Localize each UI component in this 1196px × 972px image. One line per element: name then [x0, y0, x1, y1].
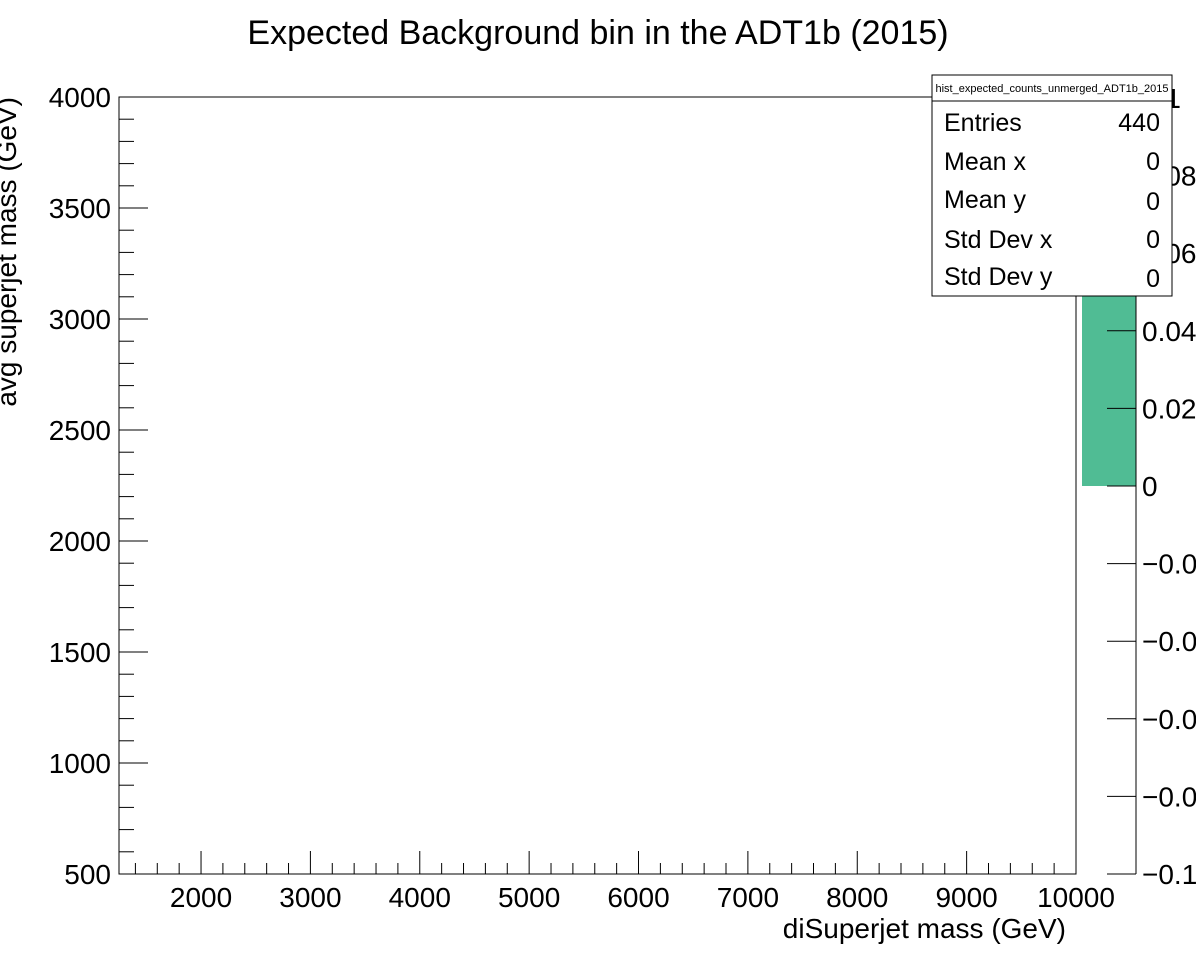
z-tick-label: 0 — [1142, 471, 1158, 502]
stats-box — [931, 74, 1173, 297]
stats-label: Mean x — [944, 148, 1026, 176]
x-tick-label: 8000 — [826, 882, 888, 913]
z-tick-label: −0.06 — [1142, 704, 1196, 735]
stats-label: Std Dev y — [944, 263, 1053, 291]
x-tick-label: 3000 — [279, 882, 341, 913]
z-tick-label: −0.04 — [1142, 626, 1196, 657]
stats-value: 440 — [1118, 109, 1160, 137]
stats-value: 0 — [1146, 265, 1160, 293]
y-tick-label: 3500 — [49, 193, 111, 224]
stats-value: 0 — [1146, 226, 1160, 254]
y-tick-label: 2500 — [49, 415, 111, 446]
x-axis-title: diSuperjet mass (GeV) — [783, 913, 1066, 944]
x-tick-label: 5000 — [498, 882, 560, 913]
stats-value: 0 — [1146, 148, 1160, 176]
z-tick-label: 0.02 — [1142, 393, 1196, 424]
stats-value: 0 — [1146, 188, 1160, 216]
stats-label: Entries — [944, 109, 1022, 137]
y-tick-label: 2000 — [49, 526, 111, 557]
y-tick-label: 3000 — [49, 304, 111, 335]
y-axis-title: avg superjet mass (GeV) — [0, 97, 22, 407]
z-tick-label: −0.1 — [1142, 859, 1196, 890]
y-tick-label: 4000 — [49, 82, 111, 113]
chart-title: Expected Background bin in the ADT1b (20… — [247, 14, 948, 52]
x-tick-label: 6000 — [607, 882, 669, 913]
x-tick-label: 2000 — [170, 882, 232, 913]
x-tick-label: 10000 — [1037, 882, 1115, 913]
y-tick-label: 500 — [64, 859, 111, 890]
z-tick-label: −0.08 — [1142, 781, 1196, 812]
x-tick-label: 4000 — [389, 882, 451, 913]
y-tick-label: 1000 — [49, 748, 111, 779]
z-tick-label: −0.02 — [1142, 549, 1196, 580]
x-tick-label: 7000 — [717, 882, 779, 913]
y-tick-label: 1500 — [49, 637, 111, 668]
plot-frame — [118, 96, 1077, 875]
stats-title: hist_expected_counts_unmerged_ADT1b_2015 — [936, 83, 1169, 95]
x-tick-label: 9000 — [935, 882, 997, 913]
chart-layer: 2000 3000 4000 5000 6000 7000 8000 9000 10000500… — [49, 74, 1196, 913]
stats-label: Std Dev x — [944, 226, 1053, 254]
z-tick-label: 0.04 — [1142, 316, 1196, 347]
stats-label: Mean y — [944, 186, 1026, 214]
